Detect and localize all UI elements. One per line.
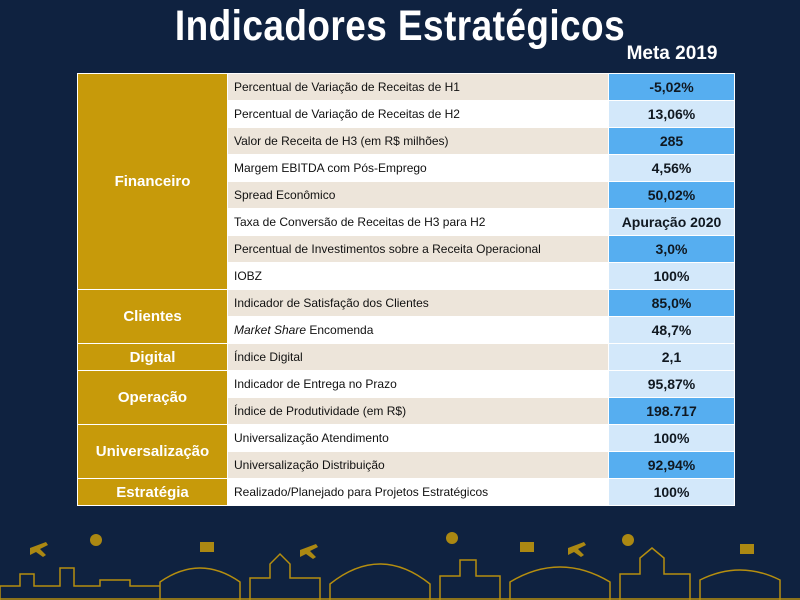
table-row: Percentual de Variação de Receitas de H2… <box>78 100 735 128</box>
category-clientes: Clientes <box>77 289 228 344</box>
value-cell: 2,1 <box>608 343 735 371</box>
table-row: Taxa de Conversão de Receitas de H3 para… <box>78 208 735 236</box>
value-cell: 285 <box>608 127 735 155</box>
table-row: Clientes Indicador de Satisfação dos Cli… <box>77 289 735 344</box>
meta-column-header: Meta 2019 <box>626 43 718 64</box>
table-row: Financeiro Percentual de Variação de Rec… <box>77 73 735 290</box>
table-row: Margem EBITDA com Pós-Emprego 4,56% <box>78 154 735 182</box>
table-row: Digital Índice Digital 2,1 <box>77 343 735 371</box>
indicator-cell: Percentual de Investimentos sobre a Rece… <box>227 235 609 263</box>
value-cell: Apuração 2020 <box>608 208 735 236</box>
indicator-cell: Indicador de Satisfação dos Clientes <box>227 289 609 317</box>
category-estrategia: Estratégia <box>77 478 228 506</box>
value-cell: 100% <box>608 478 735 506</box>
value-cell: 48,7% <box>608 316 735 344</box>
category-digital: Digital <box>77 343 228 371</box>
table-row: Operação Indicador de Entrega no Prazo 9… <box>77 370 735 425</box>
indicator-cell: Percentual de Variação de Receitas de H1 <box>227 73 609 101</box>
indicator-cell: Valor de Receita de H3 (em R$ milhões) <box>227 127 609 155</box>
value-cell: 92,94% <box>608 451 735 479</box>
value-cell: 4,56% <box>608 154 735 182</box>
indicator-cell: Taxa de Conversão de Receitas de H3 para… <box>227 208 609 236</box>
table-row: Universalização Universalização Atendime… <box>77 424 735 479</box>
indicator-cell: Universalização Distribuição <box>227 451 609 479</box>
value-cell: 3,0% <box>608 235 735 263</box>
footer-illustration <box>0 532 800 600</box>
value-cell: 13,06% <box>608 100 735 128</box>
table-row: Spread Econômico 50,02% <box>78 181 735 209</box>
table-row: Estratégia Realizado/Planejado para Proj… <box>77 478 735 506</box>
indicator-cell: Indicador de Entrega no Prazo <box>227 370 609 398</box>
category-operacao: Operação <box>77 370 228 425</box>
indicator-cell: Índice Digital <box>227 343 609 371</box>
value-cell: 100% <box>608 262 735 290</box>
indicator-text: Encomenda <box>306 323 374 337</box>
table-row: Percentual de Investimentos sobre a Rece… <box>78 235 735 263</box>
indicators-table: Financeiro Percentual de Variação de Rec… <box>77 73 735 506</box>
category-financeiro: Financeiro <box>77 73 228 290</box>
table-row: Valor de Receita de H3 (em R$ milhões) 2… <box>78 127 735 155</box>
indicator-cell: Spread Econômico <box>227 181 609 209</box>
value-cell: 50,02% <box>608 181 735 209</box>
table-row: Universalização Distribuição 92,94% <box>78 451 735 479</box>
value-cell: 198.717 <box>608 397 735 425</box>
table-row: IOBZ 100% <box>78 262 735 290</box>
category-universalizacao: Universalização <box>77 424 228 479</box>
value-cell: 95,87% <box>608 370 735 398</box>
indicator-italic-text: Market Share <box>234 323 307 337</box>
indicator-cell: Universalização Atendimento <box>227 424 609 452</box>
value-cell: 100% <box>608 424 735 452</box>
indicator-cell: Market Share Encomenda <box>227 316 609 344</box>
value-cell: 85,0% <box>608 289 735 317</box>
value-cell: -5,02% <box>608 73 735 101</box>
indicator-cell: Índice de Produtividade (em R$) <box>227 397 609 425</box>
indicator-cell: Realizado/Planejado para Projetos Estrat… <box>227 478 609 506</box>
indicator-cell: Margem EBITDA com Pós-Emprego <box>227 154 609 182</box>
page-title: Indicadores Estratégicos <box>174 2 626 50</box>
indicator-cell: IOBZ <box>227 262 609 290</box>
indicator-cell: Percentual de Variação de Receitas de H2 <box>227 100 609 128</box>
